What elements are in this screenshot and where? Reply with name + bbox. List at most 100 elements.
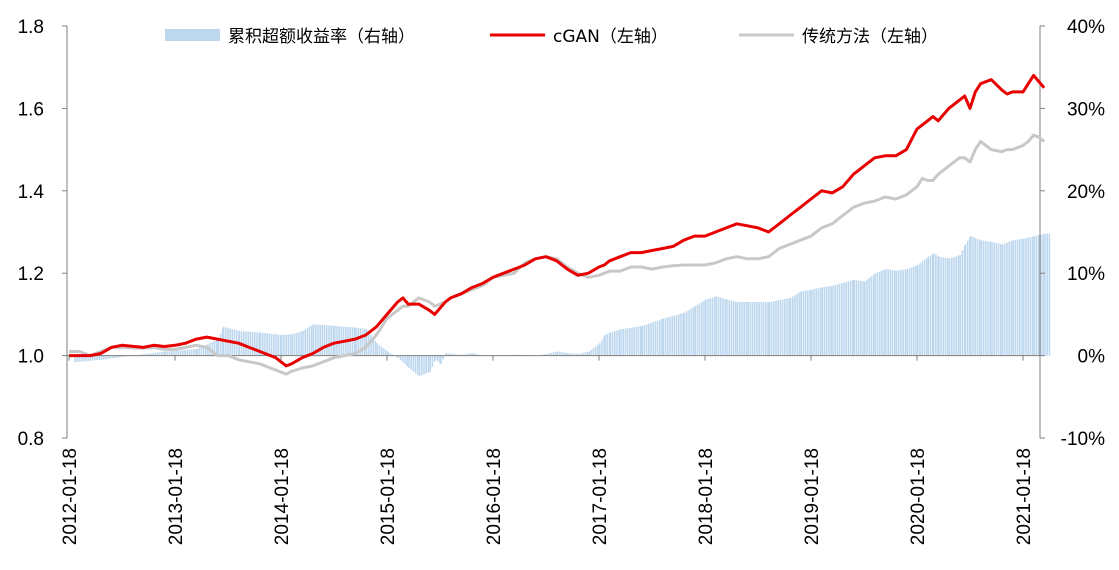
excess-return-bar (830, 285, 832, 356)
excess-return-bar (944, 257, 947, 356)
excess-return-bar (741, 302, 743, 356)
excess-return-bar (353, 327, 356, 356)
excess-return-bar (919, 263, 921, 356)
excess-return-bar (826, 286, 828, 356)
excess-return-bar (701, 302, 703, 356)
excess-return-bar (614, 331, 616, 356)
excess-return-bar (794, 295, 796, 356)
x-axis-ticks: 2012-01-18 2013-01-18 2014-01-18 2015-01-18… (60, 355, 1035, 545)
left-tick-label: 1.6 (18, 99, 44, 120)
excess-return-bar (800, 291, 802, 356)
excess-return-bar (80, 355, 83, 362)
excess-return-bar (1014, 239, 1017, 356)
excess-return-bar (711, 297, 714, 356)
excess-return-bar (380, 346, 383, 356)
excess-return-bar (243, 331, 245, 356)
excess-return-bar (866, 279, 868, 356)
excess-return-bar (397, 355, 400, 359)
excess-return-bar (1035, 235, 1038, 356)
excess-return-bar (455, 354, 457, 356)
excess-return-bar (1046, 233, 1048, 356)
excess-return-bar (94, 355, 96, 361)
excess-return-bar (671, 316, 673, 356)
excess-return-bar (966, 240, 969, 356)
excess-return-bar (624, 328, 627, 356)
excess-return-bar (603, 336, 605, 356)
excess-return-bar (608, 332, 611, 356)
excess-return-bar (894, 270, 896, 356)
excess-return-bar (969, 237, 971, 356)
excess-return-bar (788, 298, 790, 356)
excess-return-bar (590, 349, 593, 356)
excess-return-bar (558, 351, 561, 356)
excess-return-bar (467, 353, 470, 356)
excess-return-bar (669, 316, 671, 356)
excess-return-bar (434, 355, 437, 360)
excess-return-bar (749, 302, 752, 356)
excess-return-bar (406, 355, 408, 367)
excess-return-bar (656, 320, 659, 356)
excess-return-bar (116, 355, 118, 358)
excess-return-bar (599, 343, 601, 356)
excess-return-bar (334, 325, 336, 356)
excess-return-bar (779, 299, 782, 356)
excess-return-bar (804, 290, 807, 356)
excess-return-bar (745, 302, 748, 356)
right-axis-ticks: -10% 0% 10% 20% 30% 40% (1040, 17, 1105, 450)
excess-return-bar (957, 255, 960, 356)
excess-return-bar (427, 355, 430, 373)
excess-return-bar (688, 310, 690, 356)
excess-return-bar (876, 272, 879, 356)
excess-return-bar (768, 302, 771, 356)
excess-return-bar (198, 347, 200, 356)
excess-return-bar (898, 270, 900, 356)
excess-return-bar (423, 355, 425, 375)
excess-return-bar (175, 350, 177, 356)
excess-return-bar (798, 292, 801, 356)
excess-return-bar (832, 285, 834, 356)
excess-return-bar (728, 300, 730, 356)
excess-return-bar (815, 288, 817, 356)
excess-return-bar (883, 269, 885, 356)
excess-return-bar (908, 268, 911, 356)
x-tick-label: 2013-01-18 (166, 448, 187, 545)
excess-return-bar (569, 353, 571, 356)
excess-return-bar (1029, 237, 1032, 356)
legend: 累积超额收益率（右轴） cGAN（左轴） 传统方法（左轴） (165, 27, 938, 47)
excess-return-bar (440, 355, 442, 364)
excess-return-bar (654, 321, 657, 356)
excess-return-bar (264, 333, 266, 356)
excess-return-bar (982, 240, 985, 356)
excess-return-bar (217, 339, 219, 356)
excess-return-bar (111, 355, 114, 359)
excess-return-bar (552, 352, 555, 356)
excess-return-bar (302, 330, 304, 356)
excess-return-bar (374, 340, 377, 356)
excess-return-bar (1048, 233, 1051, 356)
excess-return-bar (141, 354, 143, 356)
excess-return-bar (828, 286, 830, 356)
excess-return-bar (576, 353, 578, 356)
excess-return-bar (463, 354, 465, 356)
excess-return-bar (781, 299, 784, 356)
excess-return-bar (985, 240, 987, 356)
excess-return-bar (431, 355, 434, 367)
excess-return-bar (852, 280, 854, 356)
excess-return-bar (997, 243, 1000, 356)
excess-return-bar (542, 354, 544, 356)
excess-return-bar (91, 355, 94, 361)
excess-return-bar (319, 324, 321, 356)
excess-return-bar (465, 354, 468, 356)
traditional-line (69, 133, 1046, 376)
excess-return-bar (291, 334, 294, 356)
excess-return-bar (281, 335, 283, 356)
excess-return-bar (864, 281, 866, 356)
excess-return-bar (196, 349, 198, 356)
excess-return-bar (963, 246, 966, 356)
excess-return-bar (120, 355, 123, 358)
excess-return-bar (145, 353, 148, 356)
excess-return-bar (849, 280, 852, 356)
excess-return-bar (872, 274, 875, 356)
excess-return-bar (245, 331, 247, 356)
excess-return-bar (268, 333, 271, 356)
